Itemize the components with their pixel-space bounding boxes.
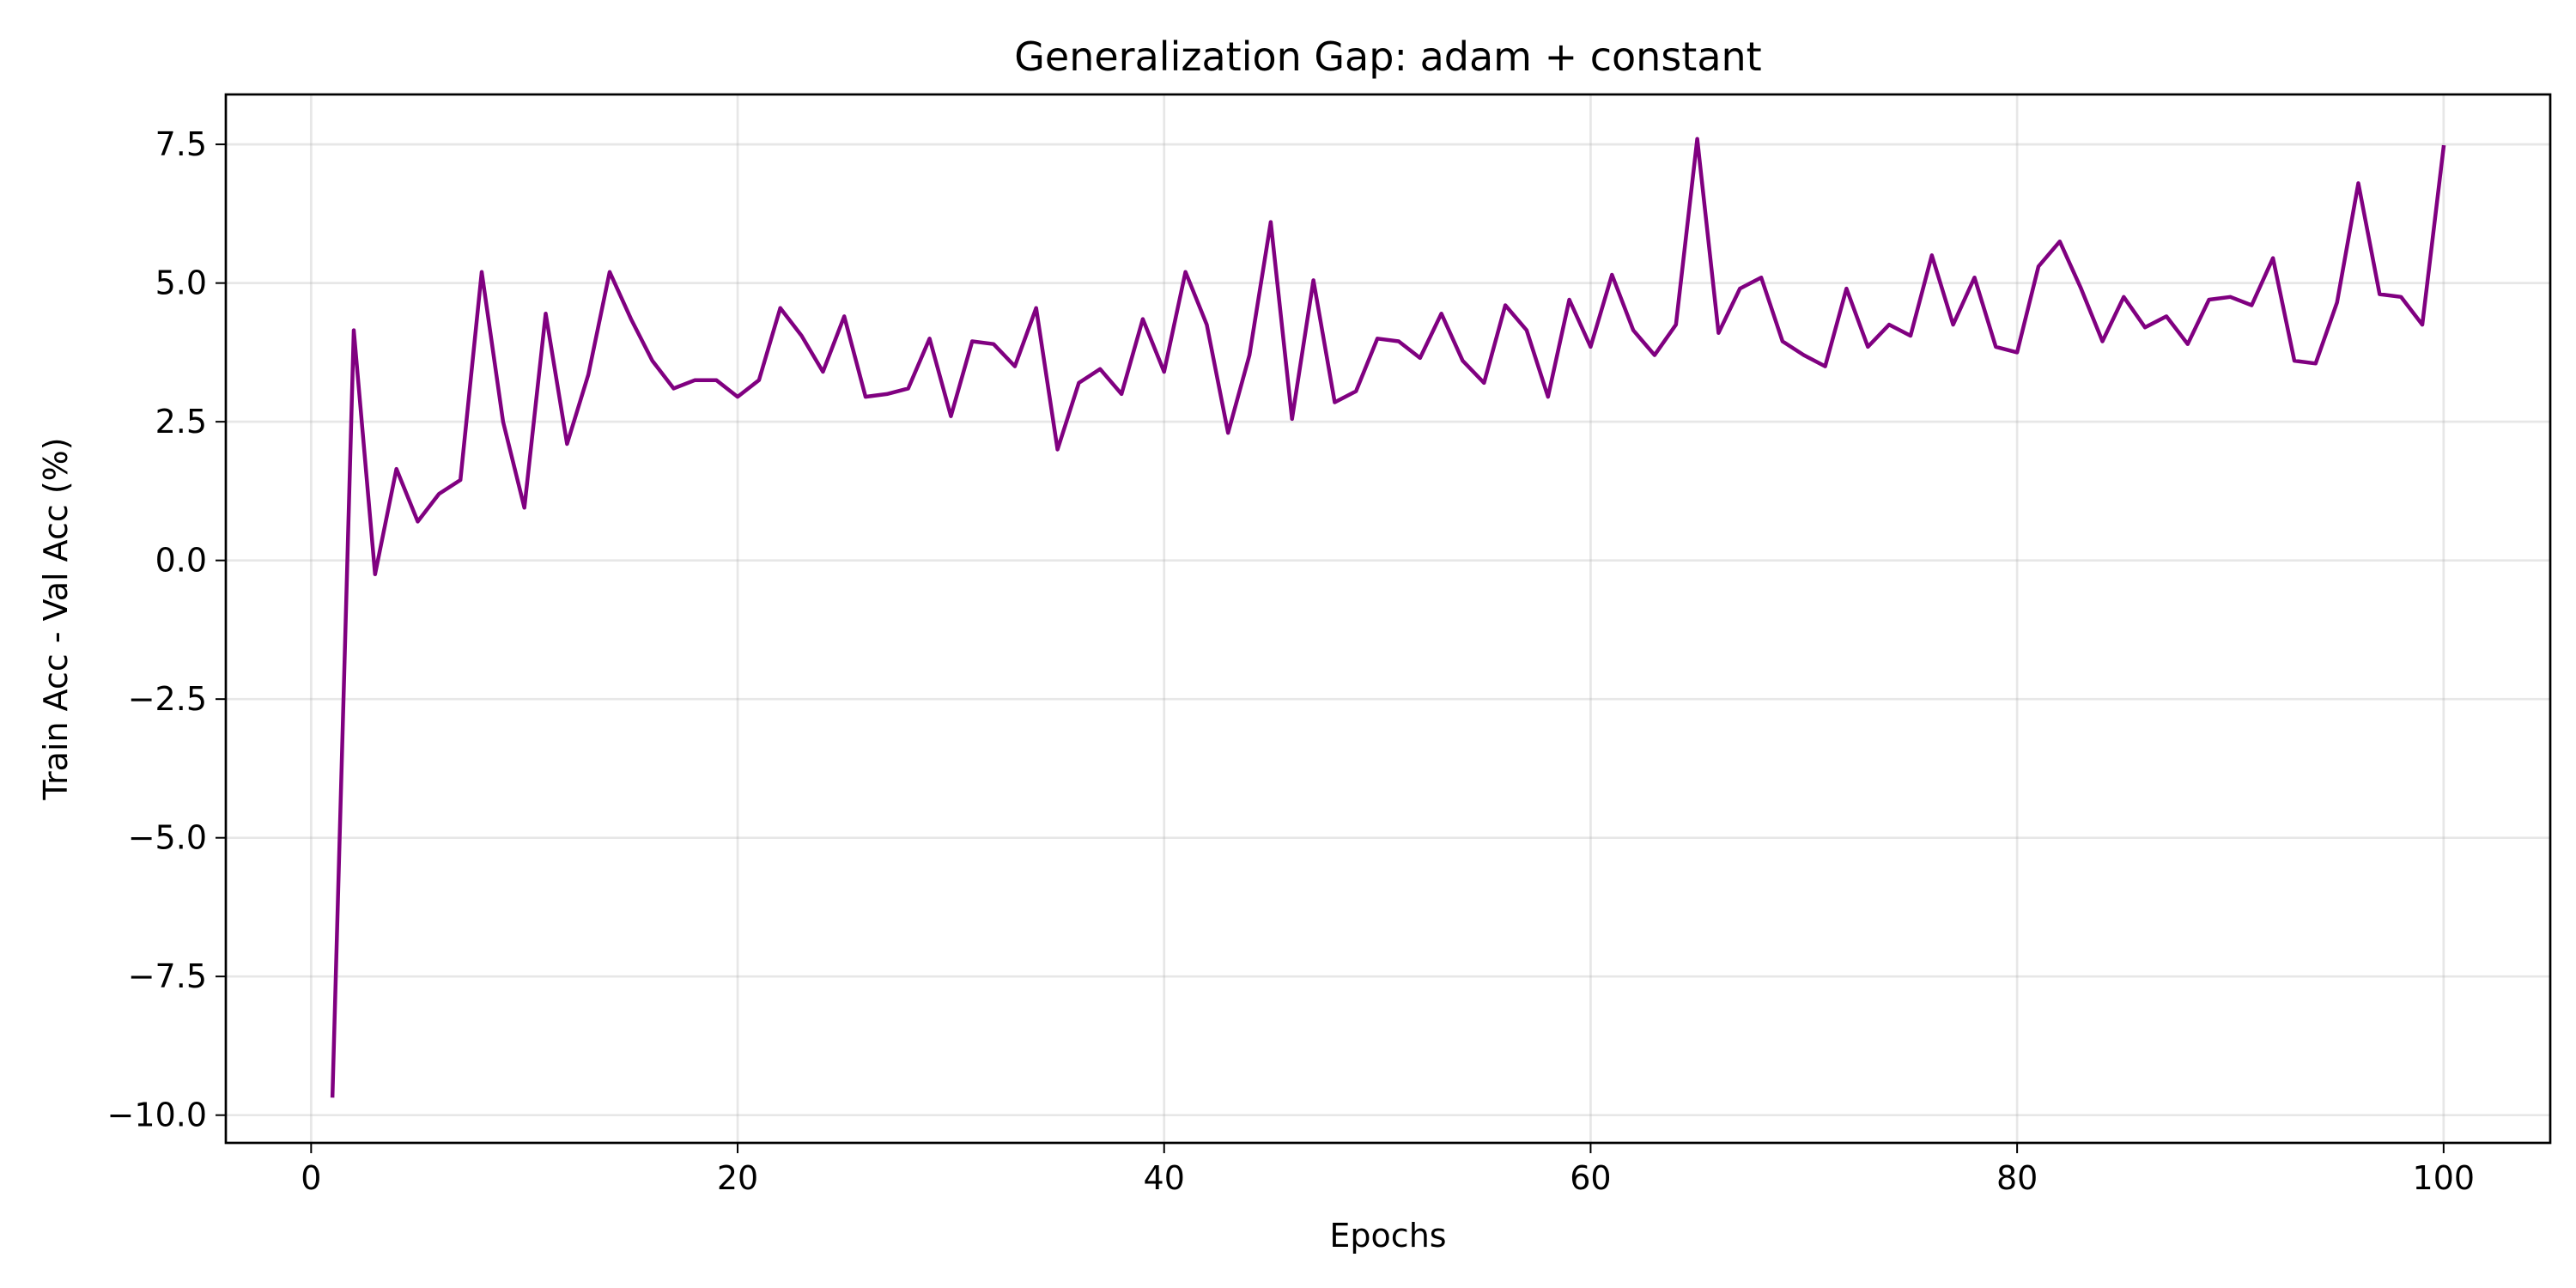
x-tick-label: 80 (1996, 1159, 2038, 1197)
plot-frame (224, 93, 2552, 1145)
y-tick-label: −10.0 (107, 1097, 207, 1134)
y-tick-label: 7.5 (155, 125, 207, 163)
y-tick-label: −7.5 (128, 957, 207, 995)
y-tick-label: 5.0 (155, 264, 207, 302)
data-series (330, 137, 2446, 1098)
x-tick-label: 60 (1570, 1159, 1611, 1197)
y-axis-label: Train Acc - Val Acc (%) (37, 437, 75, 800)
y-tick-label: −2.5 (128, 680, 207, 718)
ticks: 0 20 40 60 80 100 −10.0 −7.5 −5.0 −2.5 0.0 2.5 5.0 7.… (107, 125, 2476, 1197)
series-line (330, 137, 2446, 1098)
x-tick-label: 40 (1144, 1159, 1185, 1197)
x-tick-label: 100 (2413, 1159, 2476, 1197)
x-tick-label: 0 (301, 1159, 321, 1197)
x-axis-label: Epochs (1329, 1217, 1446, 1255)
grid (226, 94, 2550, 1143)
y-tick-label: −5.0 (128, 819, 207, 857)
x-tick-label: 20 (717, 1159, 758, 1197)
y-tick-label: 2.5 (155, 403, 207, 440)
y-tick-label: 0.0 (155, 542, 207, 580)
chart-title: Generalization Gap: adam + constant (1014, 33, 1761, 80)
